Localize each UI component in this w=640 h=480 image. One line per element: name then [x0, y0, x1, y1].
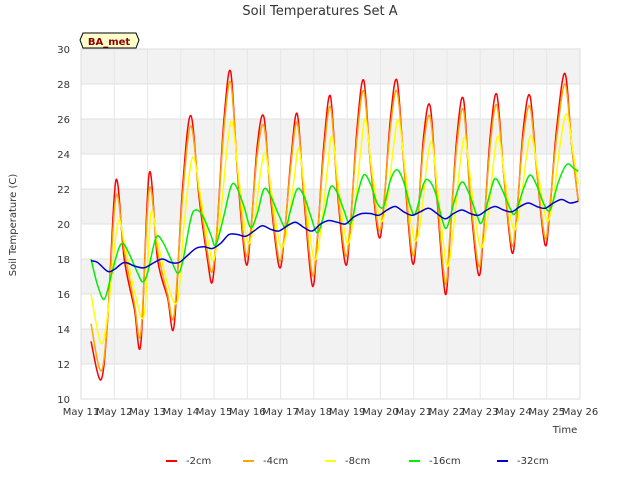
legend-label: -2cm [186, 456, 211, 467]
legend-label: -16cm [429, 456, 461, 467]
x-tick-label: May 18 [296, 407, 333, 418]
y-axis-ticks: 10 12 14 16 18 20 22 24 26 28 30 [57, 45, 70, 406]
x-tick-label: May 25 [528, 407, 565, 418]
y-tick-label: 30 [57, 45, 70, 56]
y-tick-label: 16 [57, 290, 70, 301]
plot-frame [80, 48, 581, 400]
x-tick-label: May 15 [196, 407, 233, 418]
x-tick-label: May 17 [262, 407, 299, 418]
series-lines [90, 69, 580, 381]
y-axis-label: Soil Temperature (C) [8, 174, 19, 277]
x-tick-label: May 19 [329, 407, 366, 418]
plot-band [81, 119, 580, 154]
legend: -2cm -4cm -8cm -16cm -32cm [166, 456, 549, 467]
x-tick-label: May 24 [495, 407, 532, 418]
y-tick-label: 28 [57, 80, 70, 91]
x-tick-label: May 12 [96, 407, 133, 418]
y-tick-label: 14 [57, 325, 70, 336]
x-tick-label: May 26 [562, 407, 599, 418]
legend-label: -4cm [263, 456, 288, 467]
plot-band [81, 329, 580, 364]
series-line-minus-32cm [90, 198, 579, 273]
series-line-minus-16cm [90, 163, 579, 301]
plot-band [81, 259, 580, 294]
legend-label: -8cm [345, 456, 370, 467]
chart-title: Soil Temperatures Set A [242, 4, 397, 19]
y-tick-label: 18 [57, 255, 70, 266]
x-axis-label: Time [552, 425, 577, 436]
x-tick-label: May 21 [395, 407, 432, 418]
legend-label: -32cm [517, 456, 549, 467]
y-tick-label: 26 [57, 115, 70, 126]
x-tick-label: May 13 [129, 407, 166, 418]
station-badge-box [79, 32, 140, 49]
x-tick-label: May 16 [229, 407, 266, 418]
series-line-minus-8cm [90, 113, 580, 345]
y-tick-label: 12 [57, 360, 70, 371]
x-tick-label: May 23 [462, 407, 499, 418]
vertical-gridlines [80, 48, 581, 400]
station-badge: BA_met [79, 32, 140, 49]
x-tick-label: May 11 [63, 407, 100, 418]
x-tick-label: May 22 [429, 407, 466, 418]
x-tick-label: May 14 [163, 407, 200, 418]
y-tick-label: 24 [57, 150, 70, 161]
y-tick-label: 10 [57, 395, 70, 406]
x-tick-label: May 20 [362, 407, 399, 418]
y-tick-label: 22 [57, 185, 70, 196]
station-badge-text: BA_met [88, 37, 131, 48]
plot-band [81, 49, 580, 84]
series-line-minus-4cm [90, 80, 580, 372]
y-tick-label: 20 [57, 220, 70, 231]
